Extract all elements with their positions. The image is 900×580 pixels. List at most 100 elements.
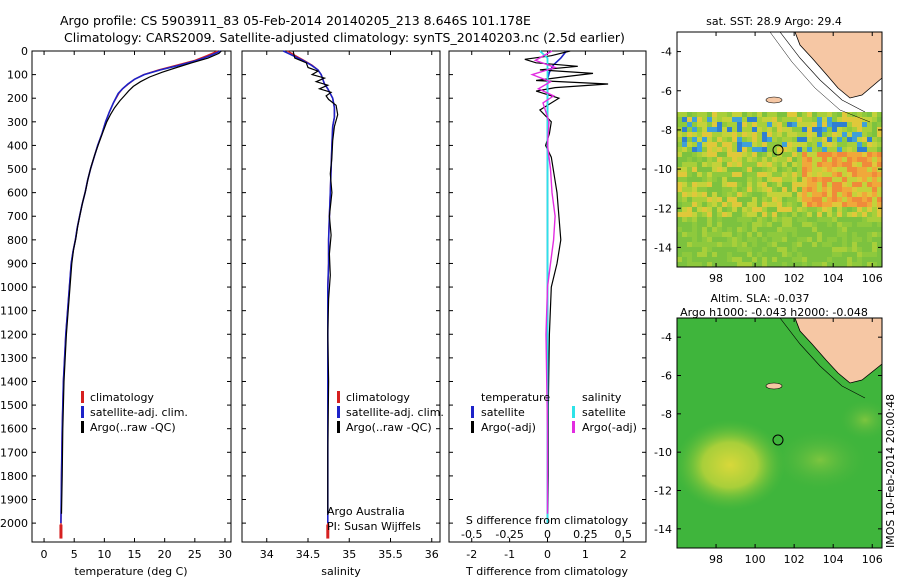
sst-pixel (872, 142, 877, 147)
sst-pixel (757, 112, 762, 117)
sst-pixel (792, 242, 797, 247)
sst-pixel (727, 257, 732, 262)
sst-pixel (862, 117, 867, 122)
sst-pixel (697, 152, 702, 157)
sst-pixel (827, 227, 832, 232)
legend-salinity-heading: salinity (582, 391, 622, 404)
sst-pixel (862, 187, 867, 192)
sst-pixel (867, 242, 872, 247)
sst-pixel (807, 217, 812, 222)
sst-pixel (782, 137, 787, 142)
sst-pixel (792, 152, 797, 157)
sst-pixel (787, 262, 792, 267)
sst-pixel (697, 142, 702, 147)
sst-pixel (727, 142, 732, 147)
sst-pixel (682, 192, 687, 197)
sst-pixel (702, 122, 707, 127)
sst-pixel (677, 227, 682, 232)
sst-pixel (702, 187, 707, 192)
sst-pixel (702, 257, 707, 262)
sst-pixel (807, 137, 812, 142)
sst-pixel (862, 157, 867, 162)
sst-pixel (682, 242, 687, 247)
sst-pixel (737, 262, 742, 267)
sst-pixel (877, 112, 882, 117)
sst-pixel (872, 222, 877, 227)
sst-pixel (747, 147, 752, 152)
sst-pixel (757, 197, 762, 202)
sst-pixel (797, 182, 802, 187)
sst-pixel (837, 237, 842, 242)
sst-pixel (697, 137, 702, 142)
sst-pixel (727, 182, 732, 187)
sst-pixel (862, 142, 867, 147)
sst-pixel (787, 127, 792, 132)
y-tick-label: 600 (7, 187, 28, 200)
sst-pixel (772, 247, 777, 252)
t-difference-xlabel: T difference from climatology (465, 565, 628, 578)
sst-pixel (702, 132, 707, 137)
sst-pixel (837, 197, 842, 202)
sst-pixel (782, 252, 787, 257)
sst-pixel (762, 212, 767, 217)
sst-pixel (847, 257, 852, 262)
sst-pixel (697, 122, 702, 127)
sst-pixel (712, 192, 717, 197)
sst-pixel (787, 252, 792, 257)
sst-pixel (807, 112, 812, 117)
sst-pixel (742, 247, 747, 252)
sst-pixel (767, 132, 772, 137)
sst-pixel (797, 137, 802, 142)
sst-pixel (872, 237, 877, 242)
sst-pixel (722, 232, 727, 237)
sst-pixel (807, 252, 812, 257)
y-tick-label: 1600 (0, 423, 28, 436)
sst-pixel (792, 232, 797, 237)
sst-pixel (857, 152, 862, 157)
sst-pixel (857, 177, 862, 182)
sst-pixel (772, 162, 777, 167)
sst-pixel (792, 122, 797, 127)
sst-pixel (812, 172, 817, 177)
sst-pixel (702, 247, 707, 252)
sst-pixel (732, 152, 737, 157)
sst-pixel (787, 157, 792, 162)
sst-pixel (732, 212, 737, 217)
sst-pixel (807, 242, 812, 247)
sst-pixel (767, 157, 772, 162)
sst-pixel (767, 257, 772, 262)
sst-pixel (762, 262, 767, 267)
sst-pixel (687, 257, 692, 262)
sst-pixel (832, 207, 837, 212)
sst-pixel (782, 232, 787, 237)
sst-pixel (777, 187, 782, 192)
sst-pixel (767, 162, 772, 167)
sst-pixel (862, 202, 867, 207)
sst-pixel (762, 207, 767, 212)
sst-pixel (797, 192, 802, 197)
sst-pixel (702, 177, 707, 182)
sst-pixel (702, 142, 707, 147)
sst-pixel (872, 192, 877, 197)
map-x-tick-label: 102 (784, 272, 805, 285)
series-s-satellite (539, 50, 549, 524)
x-tick-label: 5 (71, 548, 78, 561)
sst-pixel (802, 192, 807, 197)
sst-pixel (827, 257, 832, 262)
sst-pixel (752, 222, 757, 227)
sst-pixel (812, 142, 817, 147)
sst-pixel (867, 232, 872, 237)
sst-pixel (817, 157, 822, 162)
sst-pixel (692, 192, 697, 197)
sst-pixel (807, 122, 812, 127)
sst-pixel (682, 202, 687, 207)
sst-pixel (777, 257, 782, 262)
series-s-argo (530, 50, 558, 514)
sst-pixel (832, 157, 837, 162)
sst-pixel (677, 152, 682, 157)
sst-pixel (832, 257, 837, 262)
sst-pixel (822, 197, 827, 202)
sst-pixel (687, 187, 692, 192)
sst-pixel (812, 212, 817, 217)
sst-pixel (757, 182, 762, 187)
